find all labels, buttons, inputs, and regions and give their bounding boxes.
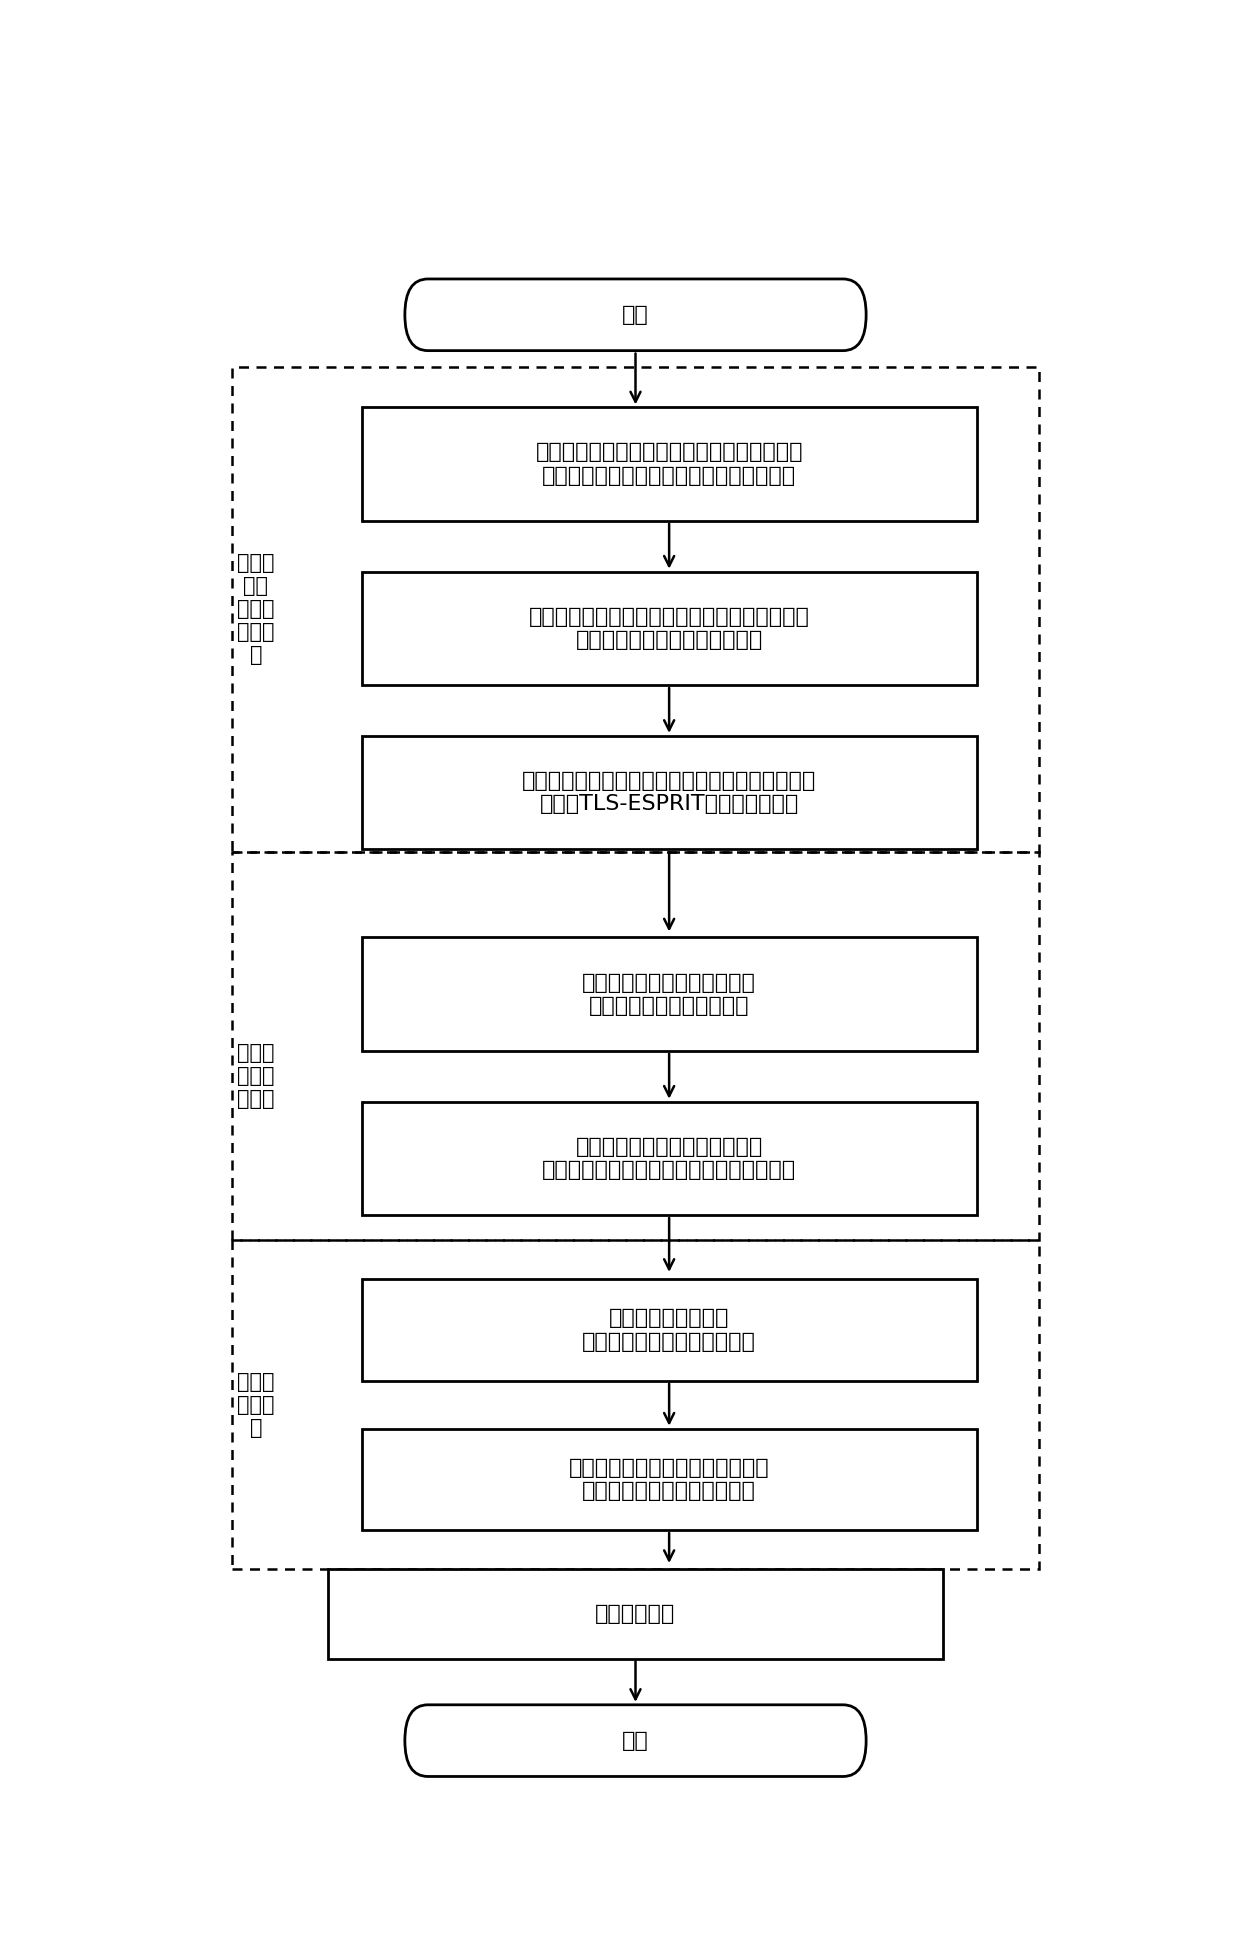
Bar: [327, 1569, 944, 1658]
FancyBboxPatch shape: [404, 1704, 866, 1776]
Text: 提取环境激励响应数据中的自由振荡响应特征，
可采用随机减量技术或其它方法: 提取环境激励响应数据中的自由振荡响应特征， 可采用随机减量技术或其它方法: [528, 607, 810, 650]
Bar: [362, 1429, 977, 1530]
Bar: [232, 1241, 1039, 1569]
Text: 开始: 开始: [622, 304, 649, 326]
Text: 各群内
参数等
值: 各群内 参数等 值: [237, 1371, 274, 1439]
Bar: [232, 853, 1039, 1241]
Text: 针对振荡阻尼比的第二次分类，
将风机分为强阻尼群、弱阻尼群、负阻尼群: 针对振荡阻尼比的第二次分类， 将风机分为强阻尼群、弱阻尼群、负阻尼群: [542, 1136, 796, 1181]
Text: 给出等值模型: 给出等值模型: [595, 1604, 676, 1623]
Text: 辨识各
风机
次同步
振荡模
式: 辨识各 风机 次同步 振荡模 式: [237, 553, 274, 665]
Bar: [362, 937, 977, 1051]
Text: 基于等值前后电压损耗不变的原则
对各群内的网络参数进行等值: 基于等值前后电压损耗不变的原则 对各群内的网络参数进行等值: [569, 1458, 770, 1501]
Text: 针对振荡频率的第一次聚类，
利用属性阈值聚类算法实现: 针对振荡频率的第一次聚类， 利用属性阈值聚类算法实现: [583, 973, 756, 1016]
Text: 结束: 结束: [622, 1732, 649, 1751]
Text: 利用加权等值的方法
对各群内的风机参数进行等值: 利用加权等值的方法 对各群内的风机参数进行等值: [583, 1309, 756, 1351]
Bar: [362, 572, 977, 684]
Bar: [362, 735, 977, 849]
Bar: [362, 1280, 977, 1381]
Bar: [362, 1101, 977, 1216]
Bar: [362, 407, 977, 522]
Text: 基于自由振荡响应特征辨识风机次同步振荡模式，
可使用TLS-ESPRIT算法或其它方法: 基于自由振荡响应特征辨识风机次同步振荡模式， 可使用TLS-ESPRIT算法或其…: [522, 772, 816, 814]
Bar: [232, 366, 1039, 853]
FancyBboxPatch shape: [404, 279, 866, 351]
Text: 分两步
实现风
机分群: 分两步 实现风 机分群: [237, 1043, 274, 1109]
Text: 选择直驱风机环境激励响应的时间序列数据，
可以为变流器直流电容电压或输出有功功率: 选择直驱风机环境激励响应的时间序列数据， 可以为变流器直流电容电压或输出有功功率: [536, 442, 802, 485]
